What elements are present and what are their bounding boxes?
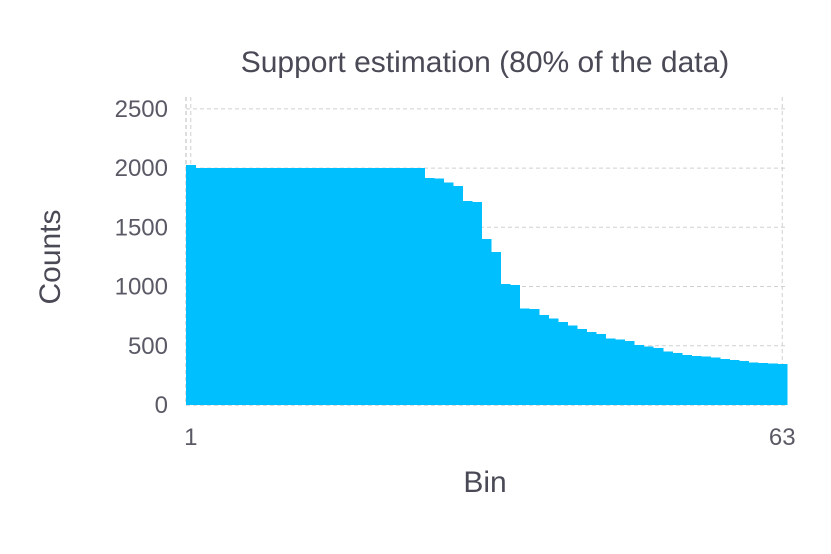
bar <box>233 168 244 405</box>
bar <box>424 178 435 405</box>
bar <box>605 338 616 405</box>
bar <box>405 168 416 405</box>
bar <box>758 362 769 405</box>
bar <box>481 239 492 405</box>
bar <box>720 358 731 405</box>
bars <box>186 165 788 405</box>
x-axis-ticks: 1 63 <box>184 424 795 451</box>
bar <box>577 329 587 405</box>
bar <box>386 168 397 405</box>
bar <box>653 348 664 405</box>
bar <box>329 168 339 405</box>
bar <box>634 345 645 405</box>
bar <box>414 168 425 405</box>
bar <box>443 182 454 405</box>
bar <box>195 168 206 405</box>
bar <box>348 168 359 405</box>
bar <box>767 363 778 405</box>
bar <box>624 341 635 405</box>
bar <box>252 168 263 405</box>
y-tick-label: 1000 <box>115 274 168 301</box>
bar <box>214 168 225 405</box>
bar <box>672 352 683 405</box>
bar <box>643 346 654 405</box>
bar <box>615 339 626 405</box>
y-tick-label: 2000 <box>115 155 168 182</box>
bar <box>529 309 540 405</box>
y-axis-ticks: 0 500 1000 1500 2000 2500 <box>115 96 168 419</box>
bar <box>281 168 292 405</box>
bar <box>376 168 387 405</box>
bar <box>338 168 349 405</box>
bar <box>748 362 759 405</box>
bar <box>519 308 530 405</box>
bar <box>691 355 702 405</box>
x-axis-label: Bin <box>463 466 506 499</box>
bar <box>290 168 301 405</box>
bar <box>682 355 692 405</box>
bar <box>538 314 549 405</box>
bar <box>224 168 234 405</box>
bar <box>739 361 750 405</box>
bar <box>395 168 406 405</box>
y-axis-label: Counts <box>34 209 67 304</box>
bar <box>434 178 444 405</box>
bar <box>462 201 473 405</box>
bar <box>243 168 254 405</box>
bar <box>777 364 788 405</box>
bar <box>596 333 607 405</box>
bar <box>701 356 711 405</box>
y-tick-label: 2500 <box>115 96 168 123</box>
bar <box>548 318 559 405</box>
bar <box>205 168 215 405</box>
bar <box>453 185 463 405</box>
bar <box>729 359 740 405</box>
bar <box>367 168 378 405</box>
bar <box>558 322 568 405</box>
bar <box>586 332 597 405</box>
bar <box>186 165 196 405</box>
bar <box>510 284 521 405</box>
bar <box>319 168 330 405</box>
bar <box>310 168 320 405</box>
y-tick-label: 1500 <box>115 214 168 241</box>
x-tick-label: 1 <box>184 424 197 451</box>
bar <box>567 325 578 405</box>
bar <box>491 252 502 405</box>
bar <box>271 168 282 405</box>
chart-title: Support estimation (80% of the data) <box>241 46 730 79</box>
bar <box>357 168 368 405</box>
x-tick-label: 63 <box>769 424 796 451</box>
bar <box>300 168 311 405</box>
y-tick-label: 500 <box>128 333 168 360</box>
y-tick-label: 0 <box>155 392 168 419</box>
bar <box>262 168 273 405</box>
bar <box>710 357 721 405</box>
bar <box>500 284 511 405</box>
bar <box>662 351 673 405</box>
bar <box>472 201 483 405</box>
